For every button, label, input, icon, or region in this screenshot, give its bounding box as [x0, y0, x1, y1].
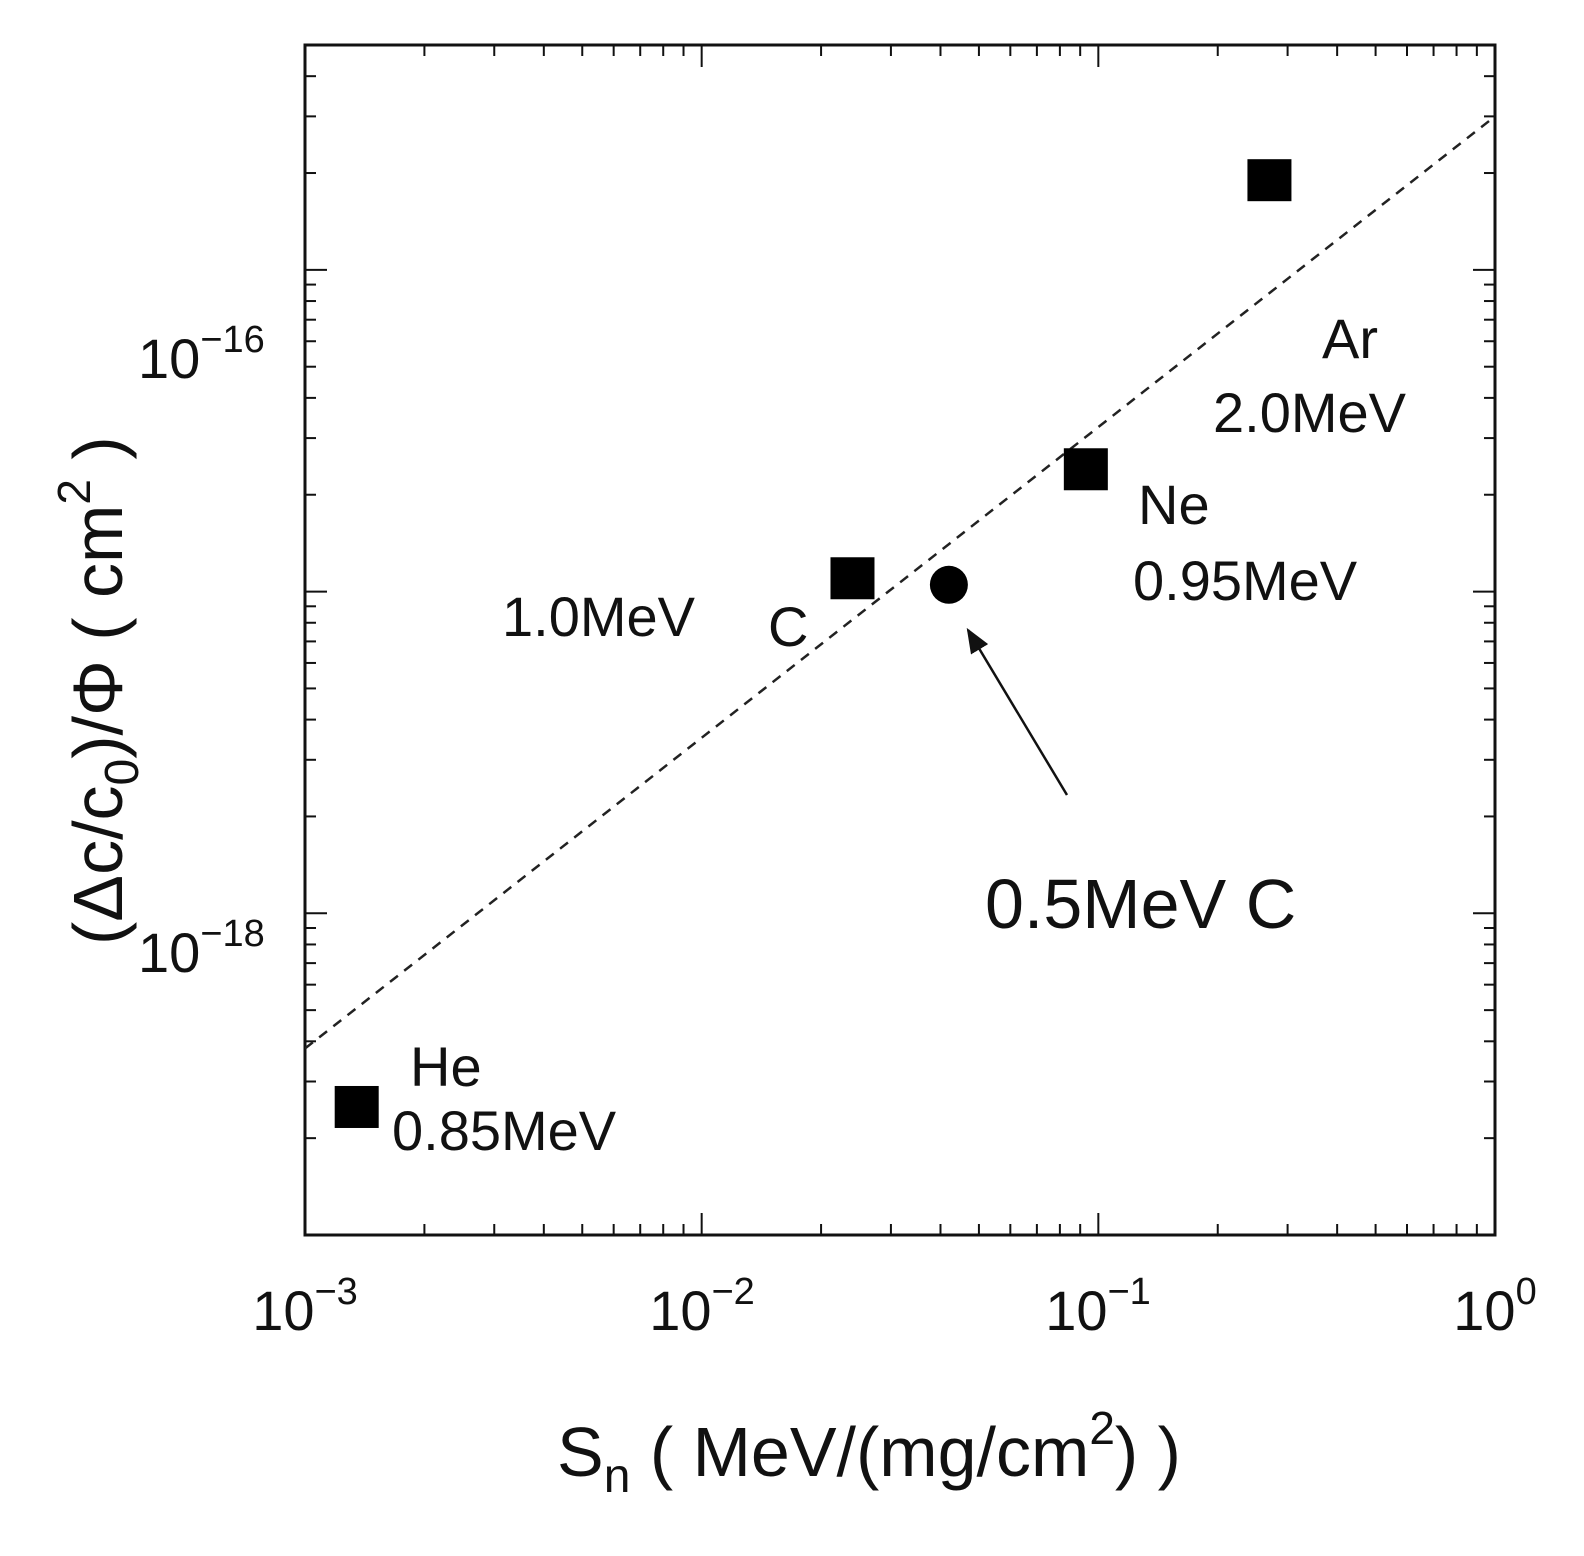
x-tick-labels: 10−3 10−2 10−1 100 — [252, 1271, 1537, 1342]
label-ar-energy: 2.0MeV — [1213, 381, 1407, 444]
label-c-ion: C — [768, 595, 808, 658]
y-tick-label-1: 10−16 — [138, 319, 265, 390]
x-tick-label-1: 10−3 — [252, 1271, 358, 1342]
x-axis-label: Sn ( MeV/(mg/cm2) ) — [557, 1402, 1181, 1503]
label-c-energy: 1.0MeV — [502, 585, 696, 648]
annotation-text: 0.5MeV C — [985, 865, 1296, 943]
point-labels: He 0.85MeV 1.0MeV C Ne 0.95MeV Ar 2.0MeV — [392, 307, 1407, 1162]
marker-square-ne — [1063, 448, 1108, 491]
x-tick-label-2: 10−2 — [649, 1271, 755, 1342]
y-tick-labels: 10−16 10−18 — [138, 319, 265, 984]
y-tick-label-2: 10−18 — [138, 913, 265, 984]
annotation-arrow — [966, 627, 1069, 796]
label-ne-ion: Ne — [1138, 473, 1210, 536]
x-tick-label-3: 10−1 — [1045, 1271, 1151, 1342]
data-markers — [334, 159, 1292, 1128]
marker-square-ar — [1247, 159, 1292, 202]
marker-square-c — [830, 557, 875, 600]
plot-frame — [303, 43, 1497, 1237]
label-he-energy: 0.85MeV — [392, 1099, 617, 1162]
label-ne-energy: 0.95MeV — [1133, 549, 1358, 612]
y-axis-label: (Δc/c0)/Φ ( cm2 ) — [48, 436, 149, 945]
label-ar-ion: Ar — [1322, 307, 1378, 370]
marker-circle — [929, 565, 968, 604]
axis-ticks — [304, 44, 1496, 1236]
x-tick-label-4: 100 — [1453, 1271, 1536, 1342]
label-he-ion: He — [410, 1035, 482, 1098]
marker-square-he — [334, 1085, 379, 1128]
